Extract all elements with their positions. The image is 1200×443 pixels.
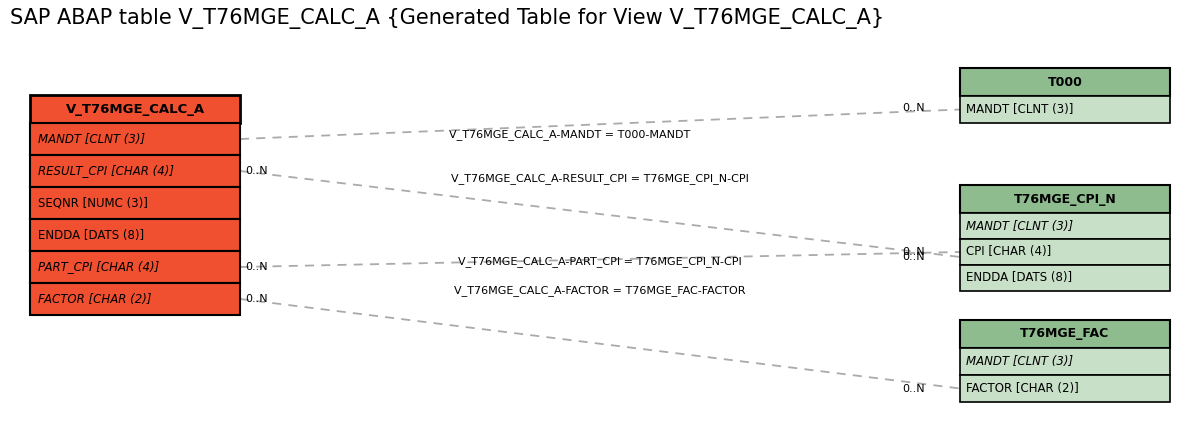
Text: 0..N: 0..N [245, 294, 268, 304]
Text: PART_CPI [CHAR (4)]: PART_CPI [CHAR (4)] [38, 260, 160, 273]
Bar [30, 219, 240, 251]
Text: RESULT_CPI [CHAR (4)]: RESULT_CPI [CHAR (4)] [38, 164, 174, 178]
Text: V_T76MGE_CALC_A-FACTOR = T76MGE_FAC-FACTOR: V_T76MGE_CALC_A-FACTOR = T76MGE_FAC-FACT… [455, 286, 745, 296]
Bar [30, 155, 240, 187]
Text: T76MGE_FAC: T76MGE_FAC [1020, 327, 1110, 341]
Text: SAP ABAP table V_T76MGE_CALC_A {Generated Table for View V_T76MGE_CALC_A}: SAP ABAP table V_T76MGE_CALC_A {Generate… [10, 8, 884, 29]
Bar [960, 320, 1170, 348]
Text: MANDT [CLNT (3)]: MANDT [CLNT (3)] [38, 132, 145, 145]
Text: MANDT [CLNT (3)]: MANDT [CLNT (3)] [966, 355, 1073, 368]
Text: ENDDA [DATS (8)]: ENDDA [DATS (8)] [38, 229, 144, 241]
Bar [30, 187, 240, 219]
Text: MANDT [CLNT (3)]: MANDT [CLNT (3)] [966, 103, 1073, 116]
Text: MANDT [CLNT (3)]: MANDT [CLNT (3)] [966, 219, 1073, 233]
Text: 0..N: 0..N [245, 262, 268, 272]
Text: FACTOR [CHAR (2)]: FACTOR [CHAR (2)] [38, 292, 151, 306]
Text: 0..N: 0..N [902, 384, 925, 393]
Bar [960, 213, 1170, 239]
Bar [960, 68, 1170, 96]
Text: V_T76MGE_CALC_A: V_T76MGE_CALC_A [66, 102, 204, 116]
Bar [960, 348, 1170, 375]
Bar [960, 375, 1170, 402]
Bar [960, 239, 1170, 265]
Text: V_T76MGE_CALC_A-MANDT = T000-MANDT: V_T76MGE_CALC_A-MANDT = T000-MANDT [449, 129, 691, 140]
Text: CPI [CHAR (4)]: CPI [CHAR (4)] [966, 245, 1051, 259]
Text: 0..N: 0..N [902, 252, 925, 262]
Text: FACTOR [CHAR (2)]: FACTOR [CHAR (2)] [966, 382, 1079, 395]
Text: 0..N: 0..N [902, 247, 925, 257]
Text: V_T76MGE_CALC_A-PART_CPI = T76MGE_CPI_N-CPI: V_T76MGE_CALC_A-PART_CPI = T76MGE_CPI_N-… [458, 256, 742, 268]
Text: SEQNR [NUMC (3)]: SEQNR [NUMC (3)] [38, 197, 148, 210]
Text: 0..N: 0..N [902, 102, 925, 113]
Bar [30, 251, 240, 283]
Bar [960, 96, 1170, 123]
Bar [30, 123, 240, 155]
Text: T000: T000 [1048, 75, 1082, 89]
Bar [960, 185, 1170, 213]
Bar [30, 95, 240, 123]
Text: ENDDA [DATS (8)]: ENDDA [DATS (8)] [966, 272, 1072, 284]
Bar [30, 283, 240, 315]
Text: V_T76MGE_CALC_A-RESULT_CPI = T76MGE_CPI_N-CPI: V_T76MGE_CALC_A-RESULT_CPI = T76MGE_CPI_… [451, 174, 749, 184]
Bar [960, 265, 1170, 291]
Text: T76MGE_CPI_N: T76MGE_CPI_N [1014, 193, 1116, 206]
Text: 0..N: 0..N [245, 166, 268, 176]
